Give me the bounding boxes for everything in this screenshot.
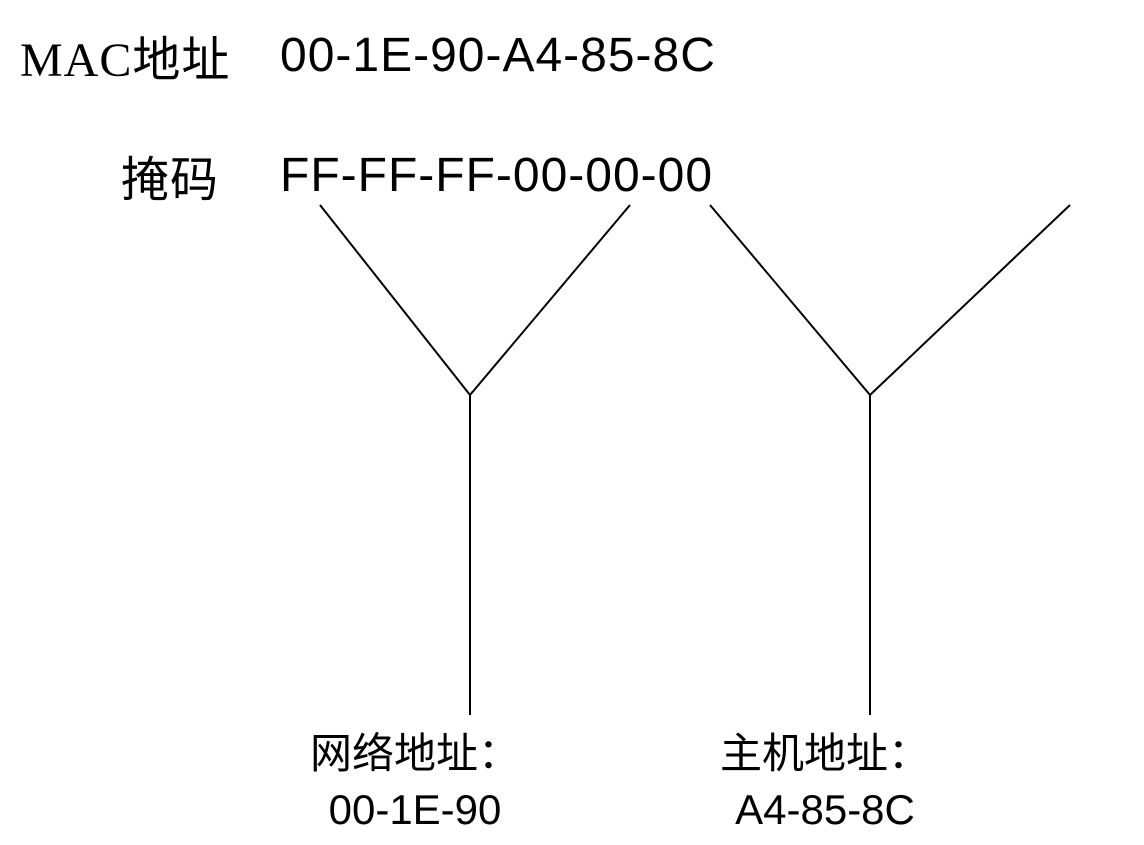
network-label: 网络地址： xyxy=(310,720,520,781)
network-address-block: 网络地址： 00-1E-90 xyxy=(310,720,520,834)
mask-label: 掩码 xyxy=(20,140,280,210)
host-value: A4-85-8C xyxy=(720,786,930,834)
host-label: 主机地址： xyxy=(720,720,930,781)
network-value: 00-1E-90 xyxy=(310,786,520,834)
right-y-arm2 xyxy=(870,205,1070,395)
y-connectors xyxy=(290,195,1120,695)
host-address-block: 主机地址： A4-85-8C xyxy=(720,720,930,834)
mac-value: 00-1E-90-A4-85-8C xyxy=(280,28,716,83)
left-y-arm1 xyxy=(320,205,470,395)
right-y-arm1 xyxy=(710,205,870,395)
connector-svg xyxy=(290,195,1120,725)
mac-address-row: MAC地址 00-1E-90-A4-85-8C xyxy=(20,20,716,90)
mac-label: MAC地址 xyxy=(20,20,280,90)
left-y-arm2 xyxy=(470,205,630,395)
